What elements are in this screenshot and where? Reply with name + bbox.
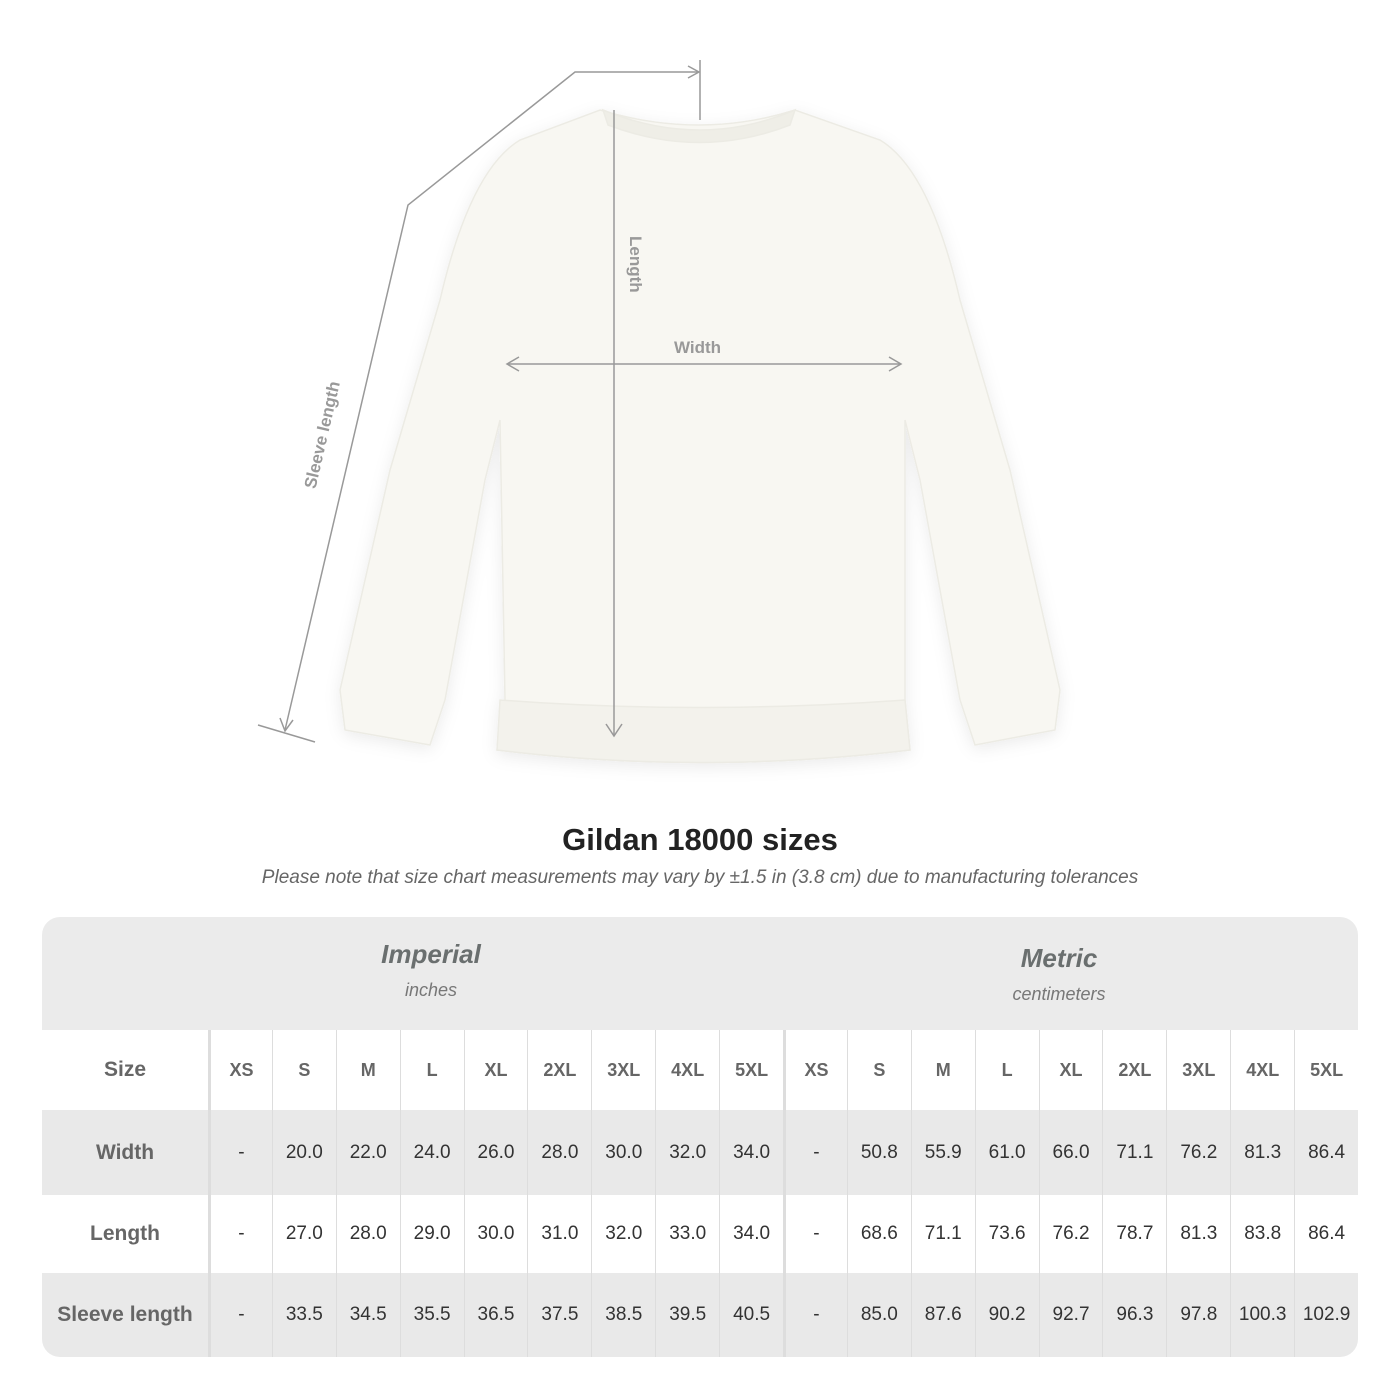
imperial-size-header: XL	[463, 1030, 528, 1110]
imperial-size-header: L	[399, 1030, 464, 1110]
table-row: Length -27.0 28.0 29.0 30.0 31.0 32.0 33.0 34.0-…	[42, 1195, 1358, 1273]
imperial-value-cell: 27.0	[271, 1195, 336, 1273]
metric-size-header: L	[974, 1030, 1039, 1110]
imperial-value-cell: 24.0	[399, 1110, 464, 1195]
imperial-value-cell: 33.5	[271, 1273, 336, 1357]
length-label: Length	[626, 236, 645, 293]
metric-size-header: M	[910, 1030, 975, 1110]
metric-title: Metric	[1020, 943, 1098, 973]
metric-value-cell: 73.6	[974, 1195, 1039, 1273]
measurement-lines	[257, 60, 903, 743]
table-row: Sleeve length -33.5 34.5 35.5 36.5 37.5 38.5 39…	[42, 1273, 1358, 1357]
tolerance-note: Please note that size chart measurements…	[261, 867, 1139, 888]
metric-value-cell: 76.2	[1038, 1195, 1103, 1273]
imperial-size-header: XS	[208, 1030, 272, 1110]
size-header-row: Size XS S M L XL 2XL 3XL 4XL 5XL XS S M L XL 2XL 3XL 4XL 5…	[42, 1030, 1358, 1110]
unit-systems-header: Imperial inches Metric centimeters	[42, 917, 1358, 1030]
imperial-size-header: 4XL	[655, 1030, 719, 1110]
metric-value-cell: 71.1	[910, 1195, 975, 1273]
imperial-size-header: 3XL	[591, 1030, 655, 1110]
metric-value-cell: 81.3	[1230, 1110, 1294, 1195]
metric-value-cell: 71.1	[1102, 1110, 1166, 1195]
imperial-value-cell: 39.5	[655, 1273, 719, 1357]
imperial-value-cell: 40.5	[719, 1273, 783, 1357]
page-title: Gildan 18000 sizes	[562, 822, 838, 857]
metric-size-header: S	[846, 1030, 911, 1110]
imperial-value-cell: 20.0	[271, 1110, 336, 1195]
imperial-value-cell: -	[208, 1273, 272, 1357]
metric-size-header: 3XL	[1166, 1030, 1230, 1110]
imperial-value-cell: -	[208, 1195, 272, 1273]
imperial-size-header: M	[335, 1030, 400, 1110]
metric-value-cell: 66.0	[1038, 1110, 1103, 1195]
row-label: Length	[90, 1222, 160, 1245]
metric-size-header: 4XL	[1230, 1030, 1294, 1110]
metric-value-cell: 96.3	[1102, 1273, 1166, 1357]
table-row: Width -20.0 22.0 24.0 26.0 28.0 30.0 32.0 34.0-5…	[42, 1110, 1358, 1195]
imperial-value-cell: 29.0	[399, 1195, 464, 1273]
imperial-value-cell: 28.0	[527, 1110, 591, 1195]
metric-value-cell: 86.4	[1294, 1195, 1358, 1273]
width-label: Width	[674, 338, 722, 357]
metric-value-cell: 92.7	[1038, 1273, 1103, 1357]
imperial-value-cell: -	[208, 1110, 272, 1195]
imperial-header: Imperial inches	[281, 939, 581, 1001]
imperial-size-header: 2XL	[527, 1030, 591, 1110]
imperial-value-cell: 30.0	[591, 1110, 655, 1195]
metric-value-cell: 76.2	[1166, 1110, 1230, 1195]
metric-value-cell: 97.8	[1166, 1273, 1230, 1357]
metric-value-cell: 83.8	[1230, 1195, 1294, 1273]
row-label: Sleeve length	[57, 1303, 193, 1326]
sweatshirt-illustration	[257, 60, 1061, 764]
imperial-value-cell: 35.5	[399, 1273, 464, 1357]
metric-value-cell: 87.6	[910, 1273, 975, 1357]
metric-value-cell: 100.3	[1230, 1273, 1294, 1357]
imperial-value-cell: 28.0	[335, 1195, 400, 1273]
imperial-unit: inches	[404, 980, 458, 1000]
metric-size-header: 2XL	[1102, 1030, 1166, 1110]
size-header-label: Size	[103, 1058, 147, 1081]
metric-value-cell: -	[783, 1110, 847, 1195]
imperial-value-cell: 32.0	[655, 1110, 719, 1195]
metric-value-cell: 85.0	[846, 1273, 911, 1357]
sleeve-line	[284, 71, 698, 731]
imperial-value-cell: 34.5	[335, 1273, 400, 1357]
imperial-value-cell: 36.5	[463, 1273, 528, 1357]
imperial-title: Imperial	[381, 939, 481, 969]
imperial-value-cell: 31.0	[527, 1195, 591, 1273]
metric-value-cell: 78.7	[1102, 1195, 1166, 1273]
imperial-value-cell: 26.0	[463, 1110, 528, 1195]
metric-size-header: XS	[783, 1030, 847, 1110]
metric-value-cell: 90.2	[974, 1273, 1039, 1357]
metric-value-cell: 50.8	[846, 1110, 911, 1195]
size-table: Imperial inches Metric centimeters Size X…	[42, 917, 1358, 1357]
sweatshirt-diagram: Length Width Sleeve length	[257, 60, 1061, 764]
imperial-size-header: S	[271, 1030, 336, 1110]
imperial-value-cell: 37.5	[527, 1273, 591, 1357]
metric-value-cell: 68.6	[846, 1195, 911, 1273]
imperial-value-cell: 32.0	[591, 1195, 655, 1273]
metric-value-cell: 55.9	[910, 1110, 975, 1195]
metric-value-cell: 86.4	[1294, 1110, 1358, 1195]
metric-value-cell: -	[783, 1273, 847, 1357]
imperial-value-cell: 38.5	[591, 1273, 655, 1357]
metric-size-header: XL	[1038, 1030, 1103, 1110]
metric-unit: centimeters	[1012, 984, 1106, 1004]
imperial-value-cell: 33.0	[655, 1195, 719, 1273]
metric-size-header: 5XL	[1294, 1030, 1358, 1110]
imperial-value-cell: 22.0	[335, 1110, 400, 1195]
metric-value-cell: 102.9	[1294, 1273, 1358, 1357]
metric-value-cell: 81.3	[1166, 1195, 1230, 1273]
metric-value-cell: 61.0	[974, 1110, 1039, 1195]
row-label: Width	[95, 1140, 155, 1164]
imperial-value-cell: 30.0	[463, 1195, 528, 1273]
imperial-size-header: 5XL	[719, 1030, 783, 1110]
imperial-value-cell: 34.0	[719, 1195, 783, 1273]
metric-header: Metric centimeters	[909, 943, 1209, 1005]
metric-value-cell: -	[783, 1195, 847, 1273]
imperial-value-cell: 34.0	[719, 1110, 783, 1195]
